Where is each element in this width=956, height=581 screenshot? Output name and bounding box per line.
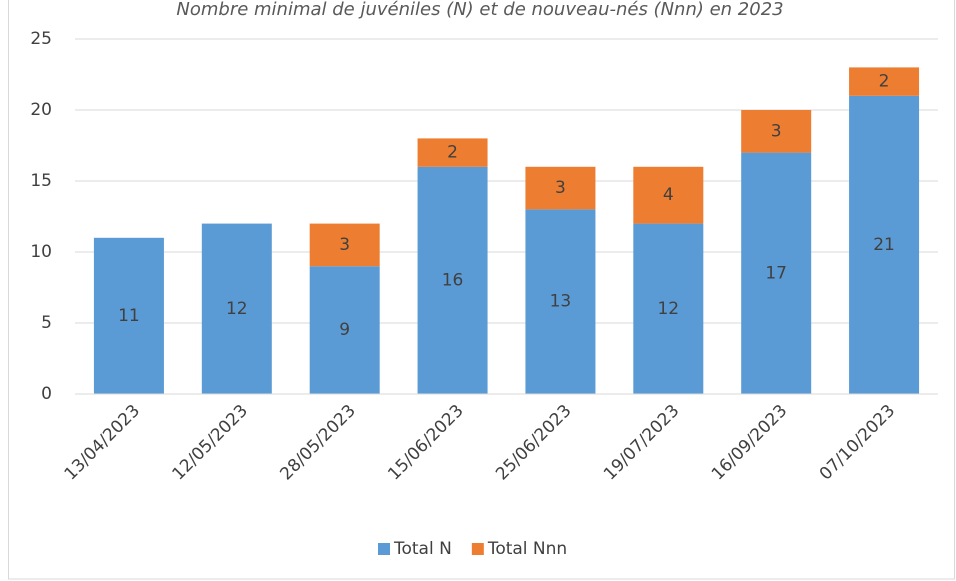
data-label: 12: [226, 299, 248, 319]
y-tick-label: 0: [41, 384, 52, 404]
data-label: 2: [879, 72, 890, 92]
data-label: 13: [550, 292, 572, 312]
bar-segment: [633, 166, 704, 224]
data-label: 3: [771, 121, 782, 141]
legend-label: Total N: [393, 539, 452, 559]
bar-segment: [201, 223, 272, 394]
bar-segment: [417, 138, 488, 167]
data-label: 21: [873, 235, 895, 255]
bar-segment: [741, 110, 812, 153]
data-label: 12: [657, 299, 679, 319]
y-tick-label: 5: [41, 313, 52, 333]
bar-segment: [525, 209, 596, 394]
legend-swatch: [471, 543, 484, 555]
y-tick-label: 15: [30, 171, 52, 191]
data-label: 4: [663, 185, 674, 205]
data-label: 16: [442, 270, 464, 290]
data-label: 9: [339, 320, 350, 340]
data-label: 3: [555, 178, 566, 198]
legend-swatch: [378, 543, 390, 555]
legend-label: Total Nnn: [487, 539, 567, 559]
data-label: 3: [339, 235, 350, 255]
data-label: 11: [118, 306, 140, 326]
bar-segment: [633, 223, 704, 394]
bar-segment: [93, 237, 164, 394]
bar-segment: [741, 152, 812, 394]
chart-title: Nombre minimal de juvéniles (N) et de no…: [176, 0, 783, 20]
bar-segment: [309, 266, 380, 394]
y-tick-label: 20: [30, 100, 52, 120]
y-tick-label: 10: [30, 242, 52, 262]
data-label: 2: [447, 143, 458, 163]
bar-segment: [417, 166, 488, 394]
y-tick-label: 25: [30, 29, 52, 49]
bar-segment: [309, 223, 380, 267]
data-label: 17: [765, 263, 787, 283]
bar-segment: [849, 67, 920, 96]
bar-segment: [525, 166, 596, 210]
bar-segment: [849, 95, 920, 395]
